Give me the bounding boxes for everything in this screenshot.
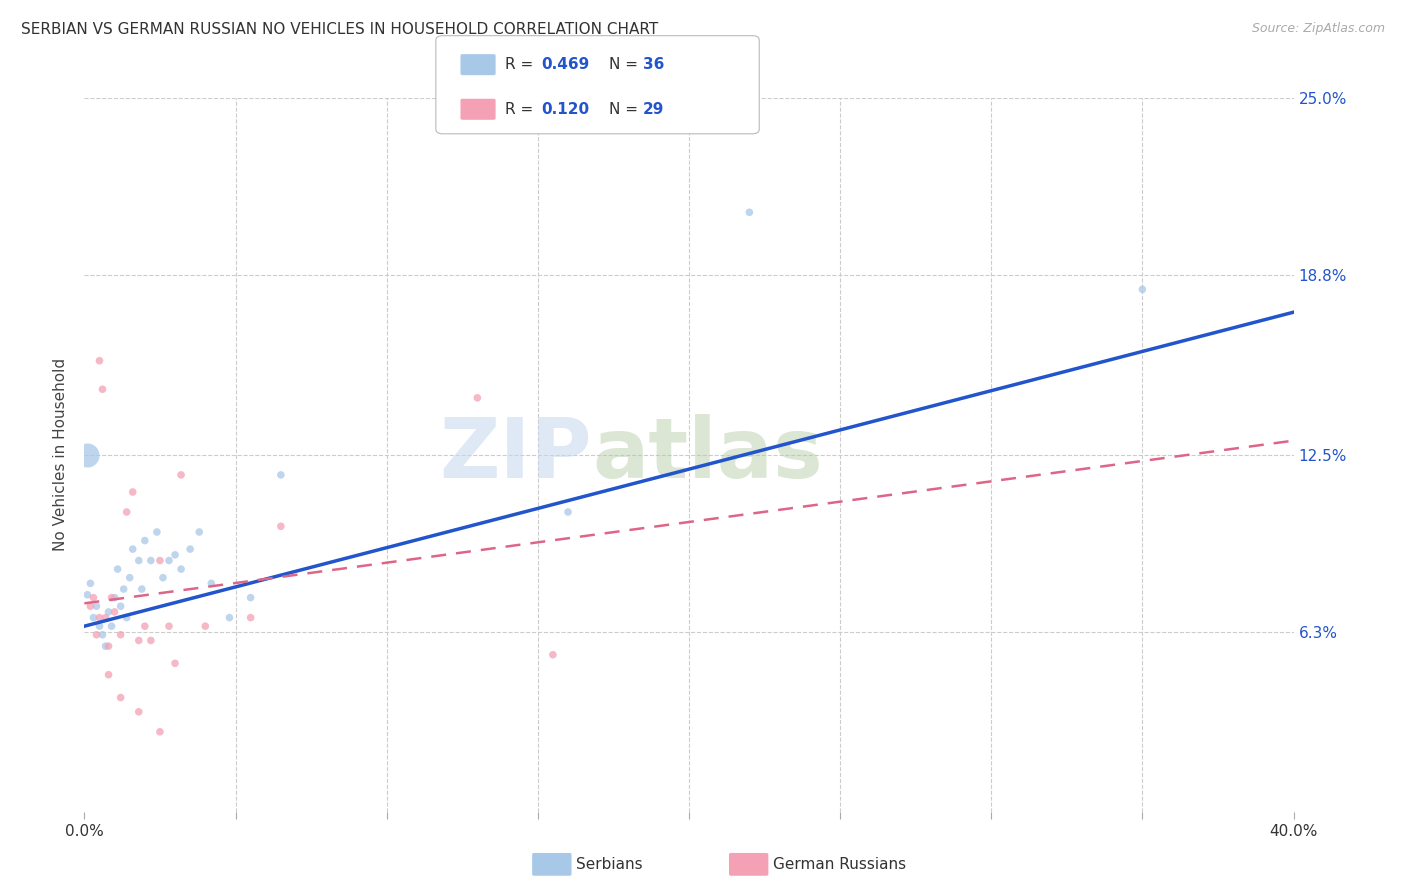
Point [110,599,132,614]
Text: N =: N = [609,57,643,72]
Point [104,591,127,605]
Point [107,562,129,576]
Text: R =: R = [505,102,538,117]
Point [218,610,240,624]
Point [179,542,201,557]
Point [134,619,156,633]
Point [94,610,117,624]
Point [239,591,262,605]
Point [128,633,150,648]
Point [170,467,193,482]
Point [76,448,98,462]
Text: ZIP: ZIP [440,415,592,495]
Text: 29: 29 [643,102,664,117]
Text: N =: N = [609,102,643,117]
Point [139,553,162,567]
Point [128,705,150,719]
Point [1130,282,1153,296]
Y-axis label: No Vehicles in Household: No Vehicles in Household [53,359,69,551]
Point [86,628,108,642]
Point [239,610,262,624]
Text: atlas: atlas [592,415,823,495]
Point [557,505,579,519]
Point [82,610,104,624]
Point [100,619,122,633]
Point [146,524,169,539]
Point [97,605,120,619]
Point [89,610,111,624]
Point [157,619,180,633]
Text: SERBIAN VS GERMAN RUSSIAN NO VEHICLES IN HOUSEHOLD CORRELATION CHART: SERBIAN VS GERMAN RUSSIAN NO VEHICLES IN… [21,22,658,37]
Text: German Russians: German Russians [773,857,907,871]
Point [104,605,127,619]
Point [467,391,489,405]
Text: 0.120: 0.120 [541,102,589,117]
Point [152,571,174,585]
Point [91,382,114,396]
Point [131,582,153,596]
Text: 0.469: 0.469 [541,57,589,72]
Point [110,690,132,705]
Point [89,619,111,633]
Point [115,505,138,519]
Point [86,599,108,614]
Point [738,205,761,219]
Point [200,576,222,591]
Point [97,639,120,653]
Point [149,553,172,567]
Point [128,553,150,567]
Point [97,667,120,681]
Point [194,619,217,633]
Point [134,533,156,548]
Point [112,582,135,596]
Point [149,724,172,739]
Point [170,562,193,576]
Text: R =: R = [505,57,538,72]
Point [82,591,104,605]
Point [165,548,187,562]
Text: Source: ZipAtlas.com: Source: ZipAtlas.com [1251,22,1385,36]
Point [79,576,101,591]
Point [91,628,114,642]
Point [157,553,180,567]
Text: 36: 36 [643,57,664,72]
Point [139,633,162,648]
Point [270,467,292,482]
Point [79,599,101,614]
Point [76,588,98,602]
Point [89,353,111,368]
Point [165,657,187,671]
Point [270,519,292,533]
Point [121,485,143,500]
Point [110,628,132,642]
Point [118,571,141,585]
Point [188,524,211,539]
Point [115,610,138,624]
Text: Serbians: Serbians [576,857,643,871]
Point [121,542,143,557]
Point [100,591,122,605]
Point [94,639,117,653]
Point [541,648,564,662]
